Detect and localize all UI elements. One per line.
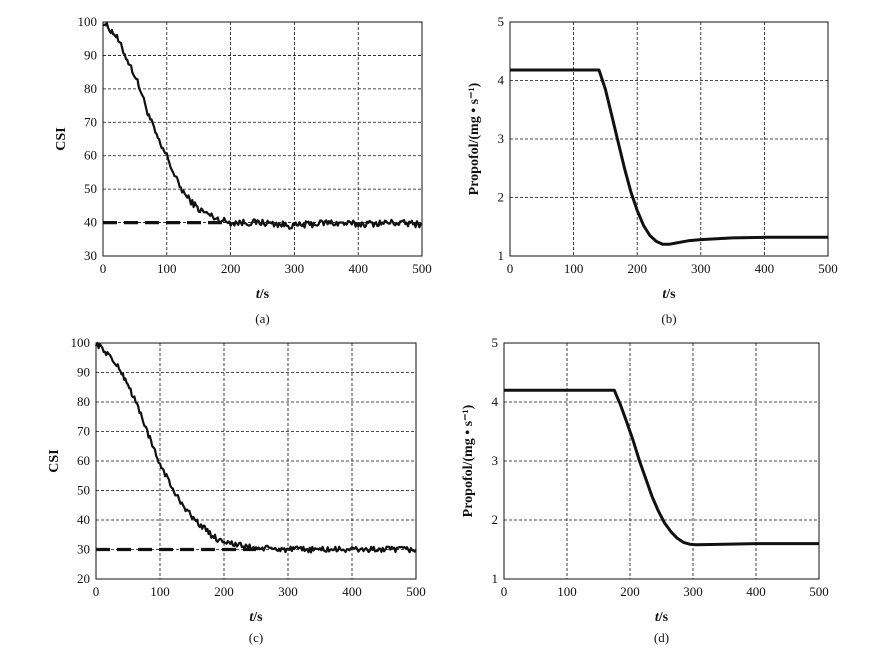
x-tick-label: 300 <box>691 261 711 276</box>
x-axis-label-unit: /s <box>665 287 676 302</box>
y-tick-label: 60 <box>84 148 97 163</box>
series-line <box>510 68 828 246</box>
x-tick-label: 400 <box>348 261 368 276</box>
panel-caption: (c) <box>249 630 263 645</box>
chart-a: 0 100 200 300 400 500 30 40 50 60 70 80 90 100 t/s CSI (… <box>54 14 432 326</box>
y-axis-label: Propofol/(mg • s⁻¹) <box>467 82 482 195</box>
x-tick-label: 200 <box>214 584 234 599</box>
y-tick-label: 50 <box>84 181 97 196</box>
y-axis-label: CSI <box>47 449 62 472</box>
y-tick-label: 30 <box>77 542 90 557</box>
x-tick-label: 200 <box>627 261 647 276</box>
plot-frame <box>102 21 423 257</box>
y-tick-label: 100 <box>71 335 91 350</box>
y-tick-label: 60 <box>77 453 90 468</box>
panel-caption: (b) <box>661 311 676 326</box>
y-axis-label: Propofol/(mg • s⁻¹) <box>461 404 476 517</box>
y-tick-label: 100 <box>78 14 98 29</box>
y-tick-label: 2 <box>498 190 505 205</box>
y-tick-label: 20 <box>77 571 90 586</box>
x-axis-label-var: t <box>662 287 667 302</box>
y-tick-label: 1 <box>492 571 499 586</box>
y-tick-label: 90 <box>84 47 97 62</box>
x-axis-label-var: t <box>249 610 254 625</box>
y-tick-label: 4 <box>492 394 499 409</box>
x-tick-label: 200 <box>620 584 640 599</box>
x-tick-label: 400 <box>746 584 766 599</box>
x-tick-label: 400 <box>755 261 775 276</box>
x-tick-label: 500 <box>406 584 426 599</box>
y-tick-label: 2 <box>492 512 499 527</box>
series-line <box>94 341 417 554</box>
x-tick-label: 400 <box>342 584 362 599</box>
series-line <box>102 21 423 230</box>
x-tick-label: 100 <box>557 584 577 599</box>
y-tick-label: 70 <box>84 114 97 129</box>
panel-caption: (a) <box>255 311 269 326</box>
x-tick-label: 300 <box>285 261 305 276</box>
y-tick-label: 3 <box>498 131 505 146</box>
x-axis-label: t/s <box>256 287 270 302</box>
x-axis-label-var: t <box>256 287 261 302</box>
y-tick-label: 50 <box>77 483 90 498</box>
y-axis-label: CSI <box>54 127 69 150</box>
x-tick-label: 0 <box>501 584 508 599</box>
x-axis-label-unit: /s <box>259 287 270 302</box>
x-axis-label-var: t <box>655 610 660 625</box>
y-tick-label: 3 <box>492 453 499 468</box>
y-tick-label: 30 <box>84 248 97 263</box>
x-tick-label: 0 <box>507 261 514 276</box>
y-tick-label: 80 <box>84 81 97 96</box>
chart-d: 0 100 200 300 400 500 1 2 3 4 5 t/s Propofol/(mg • s… <box>461 335 829 645</box>
x-axis-label: t/s <box>662 287 676 302</box>
plot-frame <box>95 342 417 580</box>
plot-frame <box>509 21 829 257</box>
y-tick-label: 4 <box>498 73 505 88</box>
y-tick-label: 90 <box>77 365 90 380</box>
y-tick-label: 5 <box>498 14 505 29</box>
y-tick-label: 5 <box>492 335 499 350</box>
x-tick-label: 300 <box>683 584 703 599</box>
chart-b: 0 100 200 300 400 500 1 2 3 4 5 t/s Propofol/(mg • s… <box>467 14 838 326</box>
plot-frame <box>503 342 820 580</box>
panel-caption: (d) <box>654 630 669 645</box>
y-tick-label: 70 <box>77 424 90 439</box>
x-tick-label: 300 <box>278 584 298 599</box>
y-tick-label: 40 <box>84 215 97 230</box>
x-axis-label: t/s <box>249 610 263 625</box>
x-tick-label: 500 <box>809 584 829 599</box>
x-axis-label-unit: /s <box>658 610 669 625</box>
y-tick-label: 40 <box>77 512 90 527</box>
x-tick-label: 0 <box>93 584 100 599</box>
x-tick-label: 0 <box>100 261 107 276</box>
series-line <box>504 388 819 547</box>
chart-c: 0 100 200 300 400 500 20 30 40 50 60 70 80 90 100 t/s CS… <box>47 335 426 645</box>
x-tick-label: 100 <box>157 261 177 276</box>
x-axis-label-unit: /s <box>252 610 263 625</box>
y-tick-label: 80 <box>77 394 90 409</box>
x-tick-label: 200 <box>221 261 241 276</box>
x-tick-label: 500 <box>412 261 432 276</box>
x-tick-label: 100 <box>150 584 170 599</box>
x-tick-label: 500 <box>818 261 838 276</box>
y-tick-label: 1 <box>498 248 505 263</box>
x-tick-label: 100 <box>564 261 584 276</box>
x-axis-label: t/s <box>655 610 669 625</box>
